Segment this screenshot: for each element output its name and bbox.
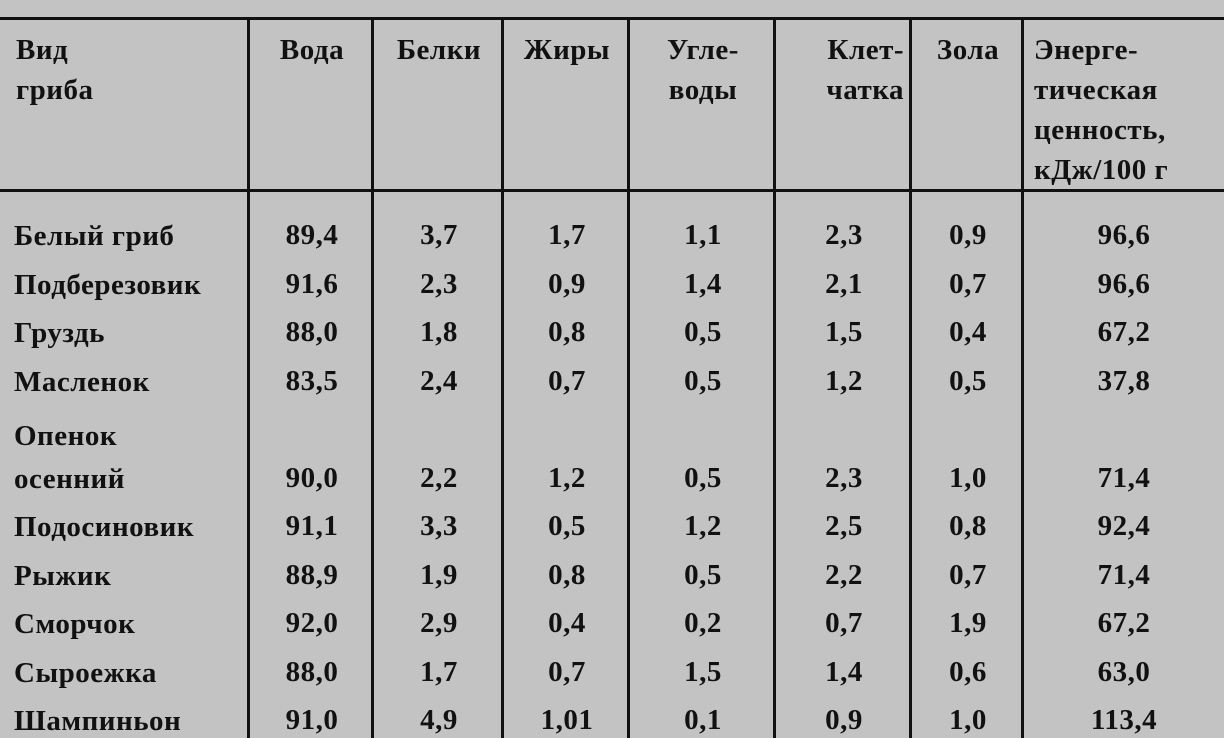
table-cell: 96,6 [1097,219,1151,251]
table-cell: 4,9 [420,704,458,736]
table-cell: 71,4 [1097,461,1151,494]
table-cell: 1,5 [684,655,722,688]
table-cell: 0,7 [548,655,586,688]
table-cell: 0,7 [548,364,586,397]
table-cell: 2,3 [825,219,863,251]
table-cell: 88,9 [285,558,339,591]
rule [501,18,504,738]
table-cell: 0,6 [949,655,987,688]
table-cell: 88,0 [285,316,339,348]
column-header: Зола [936,34,1000,66]
row-label: Подосиновик [14,511,195,543]
table-cell: 1,4 [825,655,863,688]
rule [0,189,1224,192]
column-header: Вид гриба [16,34,94,106]
table-cell: 0,8 [949,510,987,542]
row-label: Шампиньон [14,705,182,737]
row-label: Белый гриб [14,220,175,252]
table-cell: 1,7 [420,655,458,688]
table-cell: 0,4 [949,316,987,348]
table-cell: 0,1 [684,704,722,736]
table-cell: 2,2 [420,461,458,494]
table-cell: 1,5 [825,316,863,348]
row-label: Сморчок [14,608,136,640]
table-cell: 2,4 [420,364,458,397]
table-cell: 1,0 [949,704,987,736]
table-cell: 1,2 [548,461,586,494]
table-cell: 2,1 [825,267,863,300]
table-cell: 1,2 [825,364,863,397]
row-label: Подберезовик [14,268,202,301]
table-cell: 2,3 [825,461,863,494]
table-cell: 1,9 [949,607,987,639]
table-cell: 88,0 [285,655,339,688]
table-cell: 113,4 [1090,704,1158,736]
rule [1021,18,1024,738]
row-label: Опенок осенний [14,419,125,495]
column-header: Угле- воды [667,34,739,106]
row-label: Сыроежка [14,656,157,689]
table-cell: 89,4 [285,219,339,251]
table-cell: 1,1 [684,219,722,251]
table-cell: 1,2 [684,510,722,542]
rule [773,18,776,738]
table-cell: 0,7 [825,607,863,639]
table-cell: 67,2 [1097,316,1151,348]
table-cell: 0,7 [949,558,987,591]
row-label: Груздь [14,317,106,349]
table-cell: 0,9 [548,267,586,300]
table-cell: 0,4 [548,607,586,639]
table-cell: 0,8 [548,316,586,348]
table-cell: 1,8 [420,316,458,348]
table-cell: 0,5 [684,364,722,397]
rule [0,17,1224,20]
table-cell: 2,9 [420,607,458,639]
table-cell: 3,3 [420,510,458,542]
table-cell: 92,0 [285,607,339,639]
column-header: Белки [396,34,482,66]
table-cell: 2,3 [420,267,458,300]
table-cell: 63,0 [1097,655,1151,688]
table-cell: 92,4 [1097,510,1151,542]
table-cell: 0,5 [684,461,722,494]
table-cell: 0,5 [548,510,586,542]
table-cell: 2,5 [825,510,863,542]
table-cell: 2,2 [825,558,863,591]
table-cell: 0,9 [825,704,863,736]
table-cell: 1,01 [540,704,594,736]
rule [627,18,630,738]
table-cell: 0,2 [684,607,722,639]
table-cell: 91,0 [285,704,339,736]
table-cell: 3,7 [420,219,458,251]
table-cell: 1,7 [548,219,586,251]
table-cell: 91,6 [285,267,339,300]
column-header: Энерге- тическая ценность, кДж/100 г [1034,34,1169,186]
table-cell: 91,1 [285,510,339,542]
table-cell: 0,9 [949,219,987,251]
table-cell: 1,0 [949,461,987,494]
table-cell: 1,4 [684,267,722,300]
rule [371,18,374,738]
table-cell: 71,4 [1097,558,1151,591]
table-cell: 0,8 [548,558,586,591]
table-cell: 0,5 [949,364,987,397]
table-cell: 90,0 [285,461,339,494]
table-cell: 96,6 [1097,267,1151,300]
rule [247,18,250,738]
table-cell: 1,9 [420,558,458,591]
table-cell: 37,8 [1097,364,1151,397]
column-header: Вода [279,34,345,66]
table-cell: 0,7 [949,267,987,300]
rule [909,18,912,738]
table-cell: 0,5 [684,316,722,348]
table-cell: 83,5 [285,364,339,397]
table-cell: 67,2 [1097,607,1151,639]
column-header: Жиры [523,34,611,66]
row-label: Рыжик [14,559,112,592]
table-cell: 0,5 [684,558,722,591]
row-label: Масленок [14,365,150,398]
column-header: Клет- чатка [826,34,904,106]
